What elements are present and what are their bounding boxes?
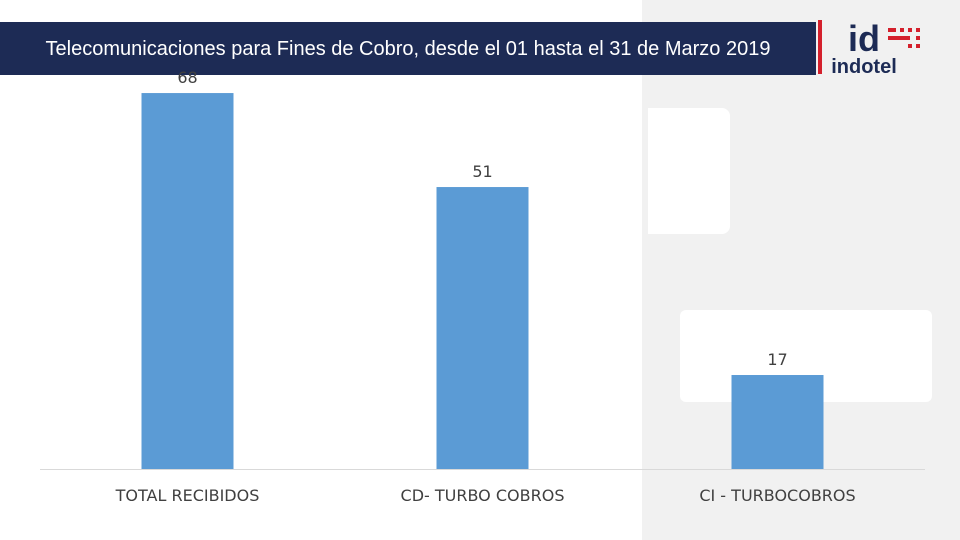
data-label-3: 17 [767,350,787,369]
bar-1 [141,93,234,470]
logo-dots-icon [888,28,920,48]
indotel-logo-graphic: id indotel [818,18,920,78]
category-label-1: TOTAL RECIBIDOS [115,486,260,505]
logo-red-bar [818,20,822,74]
bar-3 [731,375,824,469]
indotel-logo: id indotel [818,18,942,78]
logo-name: indotel [831,56,897,76]
title-bar: Telecomunicaciones para Fines de Cobro, … [0,22,816,75]
category-label-3: CI - TURBOCOBROS [699,486,855,505]
data-label-1: 68 [177,68,197,87]
logo-mark: id [848,18,880,59]
background-card-upper [648,108,730,234]
category-label-2: CD- TURBO COBROS [401,486,565,505]
data-label-2: 51 [472,162,492,181]
page-title: Telecomunicaciones para Fines de Cobro, … [45,37,771,60]
labels-group: 68 TOTAL RECIBIDOS 51 CD- TURBO COBROS 17 CI … [115,68,856,505]
bar-2 [436,187,529,470]
bars-group [141,93,824,470]
